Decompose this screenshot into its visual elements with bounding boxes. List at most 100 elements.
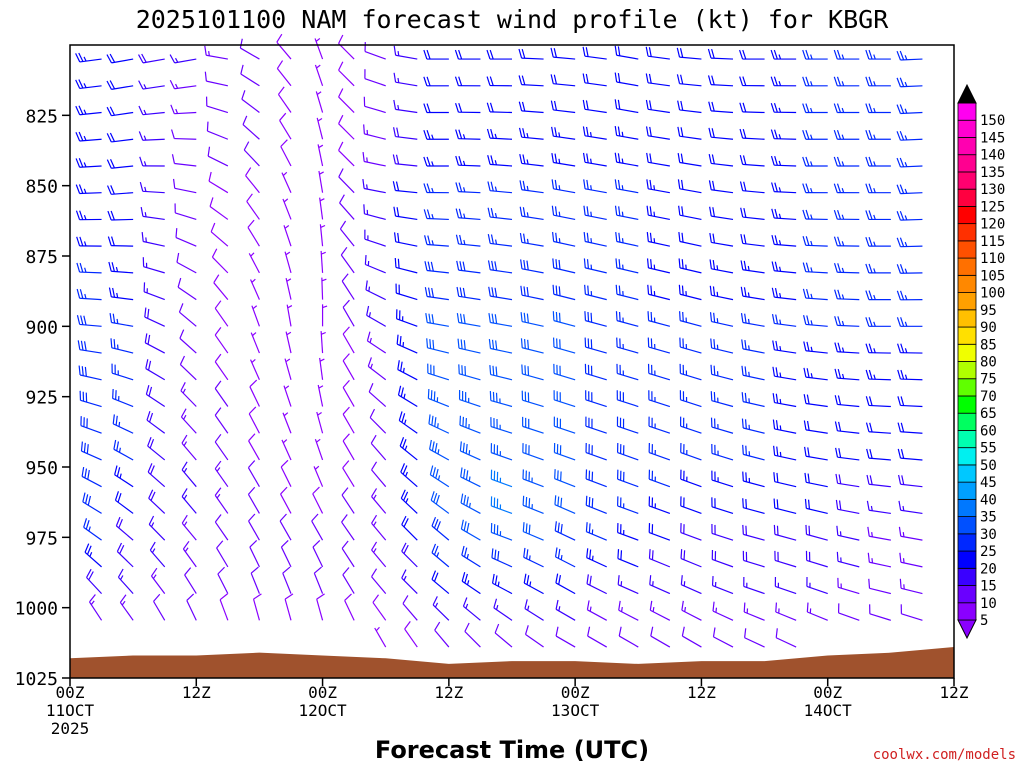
barb-feather	[494, 575, 498, 585]
wind-barb	[865, 263, 891, 274]
barb-feather	[424, 261, 428, 271]
wind-barb	[367, 357, 387, 381]
barb-staff	[460, 502, 481, 514]
barb-feather	[463, 495, 467, 505]
barb-half-feather	[810, 267, 813, 273]
x-tick-label: 12Z	[940, 683, 969, 702]
wind-barb	[802, 49, 828, 60]
wind-barb	[454, 49, 481, 60]
barb-feather	[526, 575, 530, 585]
wind-barb	[490, 443, 513, 461]
barb-half-feather	[778, 81, 782, 86]
wind-barb	[739, 76, 765, 87]
wind-barb	[552, 232, 576, 247]
barb-half-feather	[810, 293, 813, 299]
wind-barb	[284, 593, 294, 621]
wind-barb	[338, 114, 355, 140]
barb-staff	[364, 160, 386, 167]
barb-feather	[247, 486, 256, 495]
wind-barb	[897, 422, 923, 434]
barb-staff	[111, 244, 134, 247]
barb-feather	[466, 496, 469, 507]
barb-staff	[490, 216, 513, 221]
barb-staff	[250, 359, 260, 381]
barb-feather	[646, 232, 649, 242]
wind-barb	[896, 77, 923, 88]
barb-staff	[837, 508, 860, 515]
wind-barb	[554, 495, 576, 514]
barb-staff	[742, 321, 765, 327]
wind-barb	[281, 439, 292, 461]
barb-feather	[808, 525, 811, 536]
wind-barb	[368, 382, 387, 407]
barb-feather	[462, 261, 466, 272]
wind-barb	[214, 407, 229, 434]
barb-staff	[711, 400, 734, 408]
barb-feather	[519, 206, 523, 217]
wind-barb	[519, 206, 544, 221]
wind-barb	[583, 232, 607, 247]
barb-half-feather	[216, 493, 221, 499]
barb-feather	[869, 449, 873, 459]
barb-staff	[79, 374, 102, 381]
barb-feather	[367, 357, 372, 367]
barb-staff	[148, 497, 166, 514]
colorbar-level-label: 140	[980, 148, 1005, 164]
wind-barb	[285, 331, 292, 354]
wind-barb	[219, 593, 229, 621]
barb-feather	[491, 287, 495, 297]
wind-barb	[582, 73, 607, 87]
barb-feather	[342, 406, 350, 415]
colorbar-level-label: 55	[980, 441, 997, 457]
barb-feather	[426, 183, 431, 193]
barb-feather	[458, 76, 463, 86]
barb-feather	[392, 127, 397, 137]
barb-half-feather	[904, 81, 908, 87]
barb-staff	[616, 346, 639, 354]
barb-staff	[584, 135, 607, 140]
barb-staff	[869, 587, 892, 595]
barb-feather	[713, 339, 716, 349]
wind-barb	[680, 416, 702, 434]
wind-barb	[171, 154, 197, 167]
barb-staff	[868, 404, 891, 408]
wind-barb	[213, 274, 229, 300]
barb-staff	[144, 342, 165, 354]
barb-staff	[584, 108, 607, 114]
wind-barb	[865, 76, 891, 87]
barb-feather	[371, 568, 378, 578]
barb-feather	[522, 522, 525, 532]
colorbar-band	[957, 464, 977, 483]
barb-staff	[491, 505, 513, 514]
wind-barb	[393, 45, 418, 60]
barb-staff	[493, 607, 513, 621]
wind-barb	[551, 179, 576, 194]
barb-staff	[521, 268, 544, 274]
barb-feather	[711, 128, 715, 138]
barb-staff	[711, 110, 734, 114]
barb-feather	[119, 594, 127, 603]
barb-half-feather	[747, 265, 750, 271]
wind-barb	[896, 264, 923, 274]
terrain-fill	[70, 647, 954, 678]
wind-barb	[833, 209, 860, 221]
wind-barb	[182, 540, 197, 568]
barb-staff	[553, 83, 576, 87]
wind-barb	[646, 152, 670, 167]
barb-half-feather	[283, 412, 289, 417]
barb-staff	[490, 190, 513, 194]
barb-half-feather	[115, 266, 119, 272]
barb-half-feather	[284, 224, 290, 229]
barb-staff	[680, 531, 702, 541]
wind-barb	[371, 488, 387, 514]
barb-feather	[423, 130, 428, 140]
barb-feather	[838, 474, 842, 484]
wind-barb	[144, 307, 165, 327]
barb-feather	[614, 205, 618, 216]
barb-staff	[241, 98, 260, 113]
wind-barb	[106, 159, 134, 169]
wind-barb	[585, 443, 607, 461]
barb-staff	[805, 350, 828, 354]
barb-feather	[679, 48, 684, 58]
barb-staff	[648, 478, 671, 488]
